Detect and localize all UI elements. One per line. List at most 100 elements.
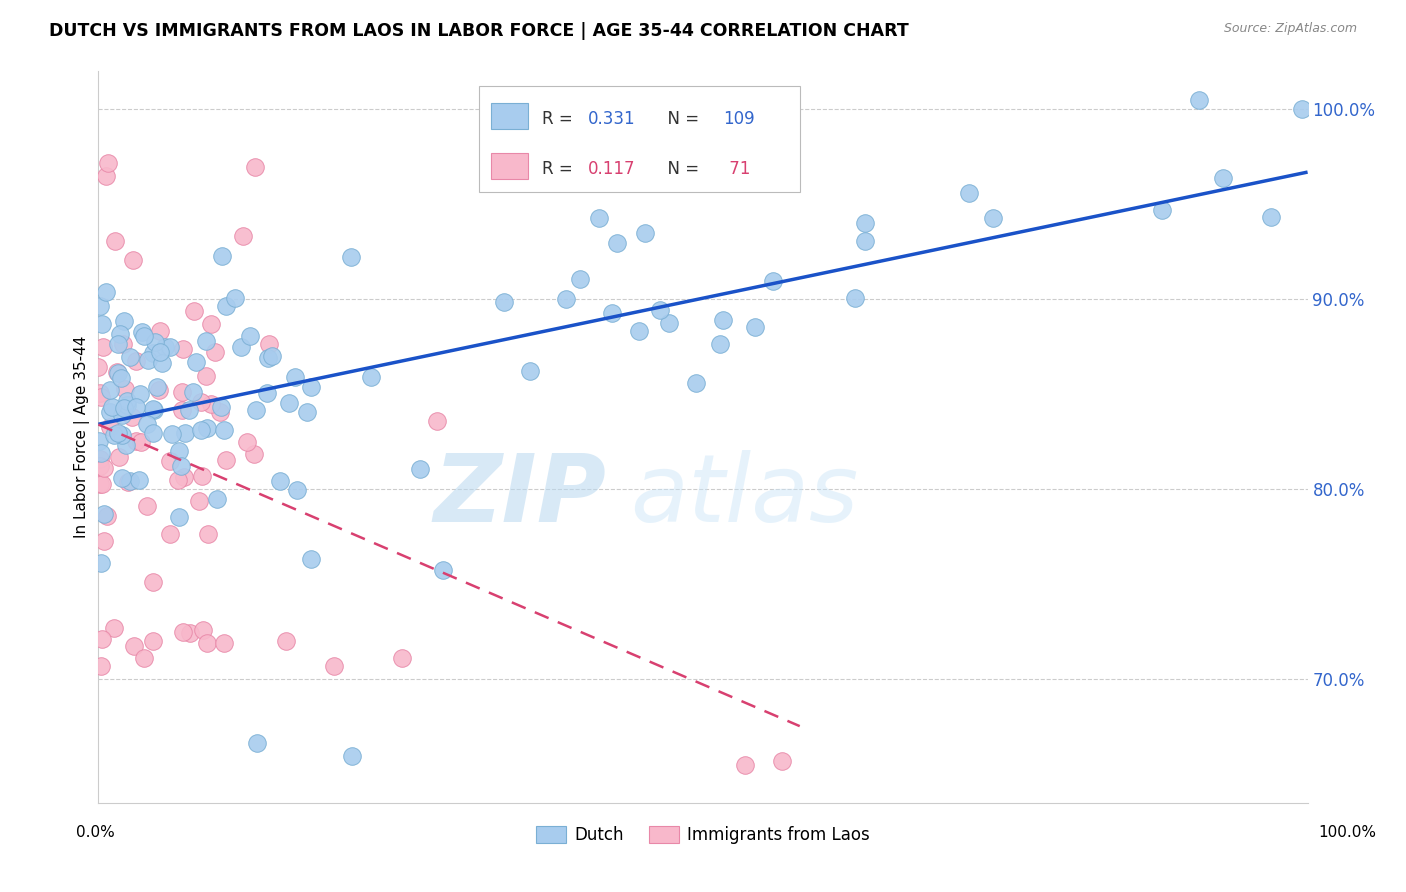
Text: 109: 109 <box>724 111 755 128</box>
Point <box>256 386 278 401</box>
Point <box>142 634 165 648</box>
Point <box>117 398 139 412</box>
Point <box>167 444 190 458</box>
Text: R =: R = <box>543 161 578 178</box>
Point <box>323 658 346 673</box>
Y-axis label: In Labor Force | Age 35-44: In Labor Force | Age 35-44 <box>75 336 90 538</box>
Bar <box>492 153 527 178</box>
Point <box>136 417 159 432</box>
Point <box>100 400 122 414</box>
Point <box>195 636 218 650</box>
Point <box>111 428 134 442</box>
Text: 0.331: 0.331 <box>588 111 636 128</box>
Point <box>122 639 145 653</box>
Point <box>94 285 117 299</box>
Text: N =: N = <box>657 161 704 178</box>
Point <box>125 400 148 414</box>
Text: ZIP: ZIP <box>433 450 606 541</box>
Point <box>1188 93 1211 107</box>
Point <box>148 384 170 398</box>
Point <box>111 471 134 485</box>
Point <box>231 340 253 354</box>
Point <box>103 428 125 442</box>
Text: 0.117: 0.117 <box>588 161 636 178</box>
Point <box>179 626 201 640</box>
Point <box>1152 202 1174 217</box>
Point <box>98 384 121 398</box>
Point <box>90 632 112 647</box>
Point <box>142 403 165 417</box>
Point <box>108 450 131 464</box>
Point <box>87 434 110 448</box>
Point <box>90 318 112 332</box>
Point <box>172 343 194 357</box>
Point <box>115 393 138 408</box>
Point <box>131 325 153 339</box>
Text: atlas: atlas <box>630 450 859 541</box>
Point <box>90 446 112 460</box>
Point <box>132 650 155 665</box>
Point <box>409 462 432 476</box>
Point <box>606 235 628 250</box>
Point <box>167 510 190 524</box>
Point <box>634 226 657 240</box>
Point <box>494 294 516 309</box>
Point <box>432 563 454 577</box>
Point <box>200 317 222 331</box>
Point <box>143 334 166 349</box>
Point <box>259 337 281 351</box>
Point <box>149 345 172 359</box>
Point <box>209 401 232 415</box>
Point <box>107 425 129 440</box>
Point <box>112 401 135 415</box>
Point <box>236 435 259 450</box>
Point <box>195 421 218 435</box>
Point <box>110 370 132 384</box>
Point <box>709 337 731 351</box>
Point <box>179 402 201 417</box>
Point <box>426 415 449 429</box>
Point <box>519 364 541 378</box>
Point <box>159 526 181 541</box>
Point <box>190 423 212 437</box>
Point <box>136 353 159 368</box>
Point <box>744 320 766 334</box>
Point <box>186 355 208 369</box>
Point <box>190 394 212 409</box>
Point <box>90 659 112 673</box>
Point <box>627 324 650 338</box>
Point <box>215 300 238 314</box>
Point <box>90 390 112 404</box>
Text: 0.0%: 0.0% <box>76 825 115 840</box>
Point <box>246 736 269 750</box>
Point <box>129 434 152 449</box>
Point <box>128 473 150 487</box>
Point <box>93 340 115 354</box>
Point <box>120 351 142 365</box>
Point <box>100 420 122 434</box>
Point <box>162 427 184 442</box>
Point <box>125 353 148 368</box>
Point <box>339 250 361 264</box>
Point <box>844 291 866 305</box>
Point <box>145 380 167 394</box>
Point <box>957 186 980 201</box>
Point <box>89 299 111 313</box>
Point <box>208 405 231 419</box>
Point <box>120 474 142 488</box>
Point <box>260 349 283 363</box>
Point <box>685 376 707 390</box>
Point <box>232 228 254 243</box>
Point <box>87 359 110 374</box>
Point <box>257 351 280 366</box>
Point <box>278 396 301 410</box>
Point <box>299 552 322 566</box>
Point <box>111 408 134 422</box>
Point <box>170 402 193 417</box>
Point <box>853 234 876 248</box>
Point <box>121 410 143 425</box>
Point <box>243 160 266 174</box>
Point <box>200 396 222 410</box>
Point <box>93 460 115 475</box>
Point <box>245 403 267 417</box>
